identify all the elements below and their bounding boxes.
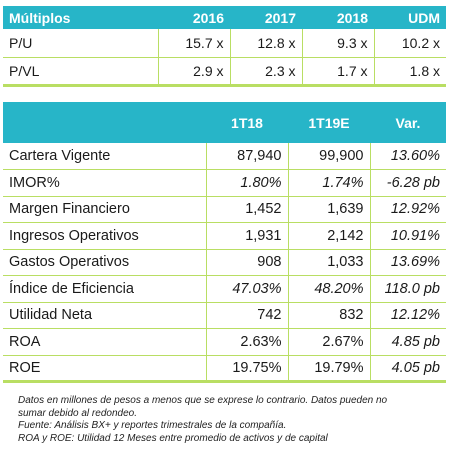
table-row: Cartera Vigente 87,940 99,900 13.60% — [3, 143, 446, 170]
table-row: Margen Financiero 1,452 1,639 12.92% — [3, 196, 446, 223]
cell-value: 1.8 x — [373, 57, 446, 87]
variation-value: 4.05 pb — [369, 355, 446, 383]
variation-value: 12.12% — [369, 302, 446, 329]
cell-value: 1,931 — [205, 222, 288, 250]
results-table: 1T18 1T19E Var. Cartera Vigente 87,940 9… — [3, 102, 446, 383]
multiples-table: Múltiplos 2016 2017 2018 UDM P/U 15.7 x … — [3, 6, 446, 87]
cell-value: 1.80% — [205, 169, 288, 197]
cell-value: 10.2 x — [373, 29, 446, 58]
row-label: Margen Financiero — [3, 196, 206, 223]
cell-value: 99,900 — [287, 143, 370, 170]
cell-value: 1,639 — [287, 196, 370, 223]
cell-value: 832 — [287, 302, 370, 329]
multiples-header: Múltiplos — [3, 6, 158, 29]
footnote-line: Datos en millones de pesos a menos que s… — [18, 395, 388, 406]
variation-value: 13.69% — [369, 249, 446, 276]
table-row: Índice de Eficiencia 47.03% 48.20% 118.0… — [3, 275, 446, 303]
row-label: Gastos Operativos — [3, 249, 206, 276]
cell-value: 742 — [205, 302, 288, 329]
variation-value: 13.60% — [369, 143, 446, 170]
year-header: 2016 — [158, 6, 230, 29]
variation-value: 4.85 pb — [369, 328, 446, 356]
period-header: 1T19E — [288, 102, 370, 143]
table-row: Utilidad Neta 742 832 12.12% — [3, 302, 446, 329]
table-row: P/VL 2.9 x 2.3 x 1.7 x 1.8 x — [3, 57, 446, 87]
cell-value: 2.63% — [205, 328, 288, 356]
cell-value: 1.74% — [287, 169, 370, 197]
table-row: ROA 2.63% 2.67% 4.85 pb — [3, 328, 446, 356]
variation-header: Var. — [370, 102, 446, 143]
cell-value: 19.75% — [205, 355, 288, 383]
cell-value: 2,142 — [287, 222, 370, 250]
cell-value: 87,940 — [205, 143, 288, 170]
table-row: Ingresos Operativos 1,931 2,142 10.91% — [3, 222, 446, 250]
footnote-line: ROA y ROE: Utilidad 12 Meses entre prome… — [18, 432, 328, 444]
cell-value: 12.8 x — [229, 29, 302, 58]
cell-value: 48.20% — [287, 275, 370, 303]
variation-value: 12.92% — [369, 196, 446, 223]
cell-value: 1,452 — [205, 196, 288, 223]
blank-header — [3, 102, 206, 143]
variation-value: -6.28 pb — [369, 169, 446, 197]
row-label: P/U — [3, 29, 158, 58]
cell-value: 9.3 x — [301, 29, 374, 58]
year-header: 2017 — [230, 6, 302, 29]
table-row: P/U 15.7 x 12.8 x 9.3 x 10.2 x — [3, 29, 446, 58]
table-row: IMOR% 1.80% 1.74% -6.28 pb — [3, 169, 446, 197]
cell-value: 2.3 x — [229, 57, 302, 87]
cell-value: 908 — [205, 249, 288, 276]
row-label: ROE — [3, 355, 206, 383]
row-label: IMOR% — [3, 169, 206, 197]
table-row: ROE 19.75% 19.79% 4.05 pb — [3, 355, 446, 383]
multiples-header-row: Múltiplos 2016 2017 2018 UDM — [3, 6, 446, 29]
cell-value: 2.67% — [287, 328, 370, 356]
cell-value: 2.9 x — [157, 57, 230, 87]
cell-value: 1,033 — [287, 249, 370, 276]
footnote-line: sumar debido al redondeo. — [18, 407, 137, 419]
variation-value: 10.91% — [369, 222, 446, 250]
udm-header: UDM — [374, 6, 446, 29]
table-row: Gastos Operativos 908 1,033 13.69% — [3, 249, 446, 276]
row-label: ROA — [3, 328, 206, 356]
cell-value: 1.7 x — [301, 57, 374, 87]
row-label: P/VL — [3, 57, 158, 87]
row-label: Utilidad Neta — [3, 302, 206, 329]
cell-value: 15.7 x — [157, 29, 230, 58]
row-label: Cartera Vigente — [3, 143, 206, 170]
cell-value: 19.79% — [287, 355, 370, 383]
results-header-row: 1T18 1T19E Var. — [3, 102, 446, 143]
cell-value: 47.03% — [205, 275, 288, 303]
period-header: 1T18 — [206, 102, 288, 143]
row-label: Índice de Eficiencia — [3, 275, 206, 303]
year-header: 2018 — [302, 6, 374, 29]
footnote-line: Fuente: Análisis BX+ y reportes trimestr… — [18, 420, 287, 431]
row-label: Ingresos Operativos — [3, 222, 206, 250]
variation-value: 118.0 pb — [369, 275, 446, 303]
footnotes: Datos en millones de pesos a menos que s… — [18, 395, 438, 445]
